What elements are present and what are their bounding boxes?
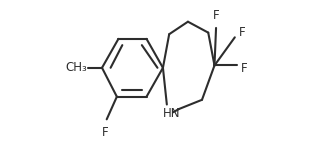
Text: F: F [239,26,245,39]
Text: F: F [102,126,109,139]
Text: CH₃: CH₃ [65,61,87,74]
Text: F: F [213,9,219,22]
Text: F: F [241,62,248,75]
Text: HN: HN [163,107,180,120]
